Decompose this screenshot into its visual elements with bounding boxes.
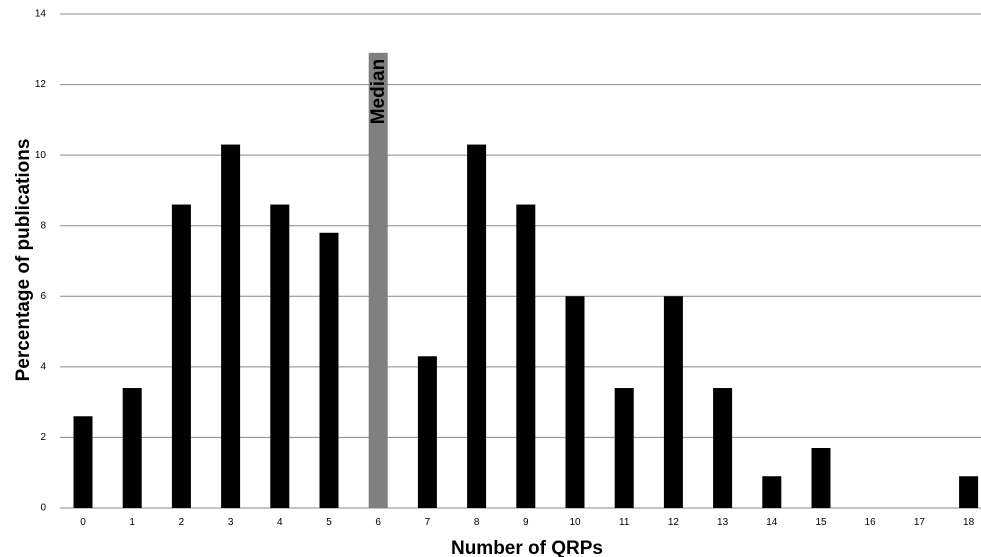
bar — [319, 232, 339, 508]
bar — [73, 416, 93, 508]
y-tick-label: 10 — [35, 150, 47, 161]
median-annotation: Median — [368, 59, 389, 124]
y-tick-label: 0 — [40, 503, 46, 514]
x-tick-label: 11 — [619, 517, 630, 528]
bar — [221, 144, 241, 509]
bar — [467, 144, 487, 509]
x-tick-label: 15 — [815, 517, 827, 528]
y-tick-label: 6 — [40, 291, 46, 302]
x-tick-label: 12 — [668, 517, 680, 528]
x-tick-label: 8 — [474, 517, 480, 528]
bar — [171, 204, 191, 509]
x-tick-label: 6 — [375, 517, 381, 528]
x-tick-label: 1 — [129, 517, 135, 528]
bar-median — [368, 52, 388, 509]
bar — [762, 476, 782, 508]
x-tick-labels: 0 1 2 3 4 5 6 7 8 9 10 11 12 13 14 15 16 17 18 — [80, 517, 974, 528]
x-tick-label: 3 — [228, 517, 234, 528]
bar — [614, 388, 634, 508]
bar — [270, 204, 290, 509]
y-tick-label: 12 — [35, 79, 47, 90]
x-tick-label: 0 — [80, 517, 86, 528]
x-tick-label: 17 — [914, 517, 926, 528]
y-axis-title: Percentage of publications — [13, 139, 34, 382]
y-tick-label: 8 — [40, 220, 46, 231]
x-axis-title: Number of QRPs — [451, 538, 603, 557]
bar — [663, 296, 683, 508]
y-tick-label: 14 — [35, 9, 47, 20]
y-tick-label: 2 — [40, 432, 46, 443]
bar — [713, 388, 733, 508]
bar — [122, 388, 142, 508]
x-tick-label: 14 — [766, 517, 778, 528]
x-tick-label: 7 — [425, 517, 431, 528]
x-tick-label: 5 — [326, 517, 332, 528]
y-tick-label: 4 — [40, 361, 46, 372]
bar — [417, 356, 437, 508]
bar — [959, 476, 979, 508]
x-tick-label: 2 — [179, 517, 185, 528]
x-tick-label: 4 — [277, 517, 283, 528]
x-tick-label: 9 — [523, 517, 529, 528]
bar — [516, 204, 536, 509]
bar — [811, 448, 831, 508]
bars — [73, 52, 979, 509]
x-tick-label: 18 — [963, 517, 975, 528]
x-tick-label: 10 — [569, 517, 581, 528]
x-tick-label: 13 — [717, 517, 729, 528]
x-tick-label: 16 — [865, 517, 877, 528]
bar — [565, 296, 585, 508]
y-tick-labels: 0 2 4 6 8 10 12 14 — [35, 9, 47, 514]
